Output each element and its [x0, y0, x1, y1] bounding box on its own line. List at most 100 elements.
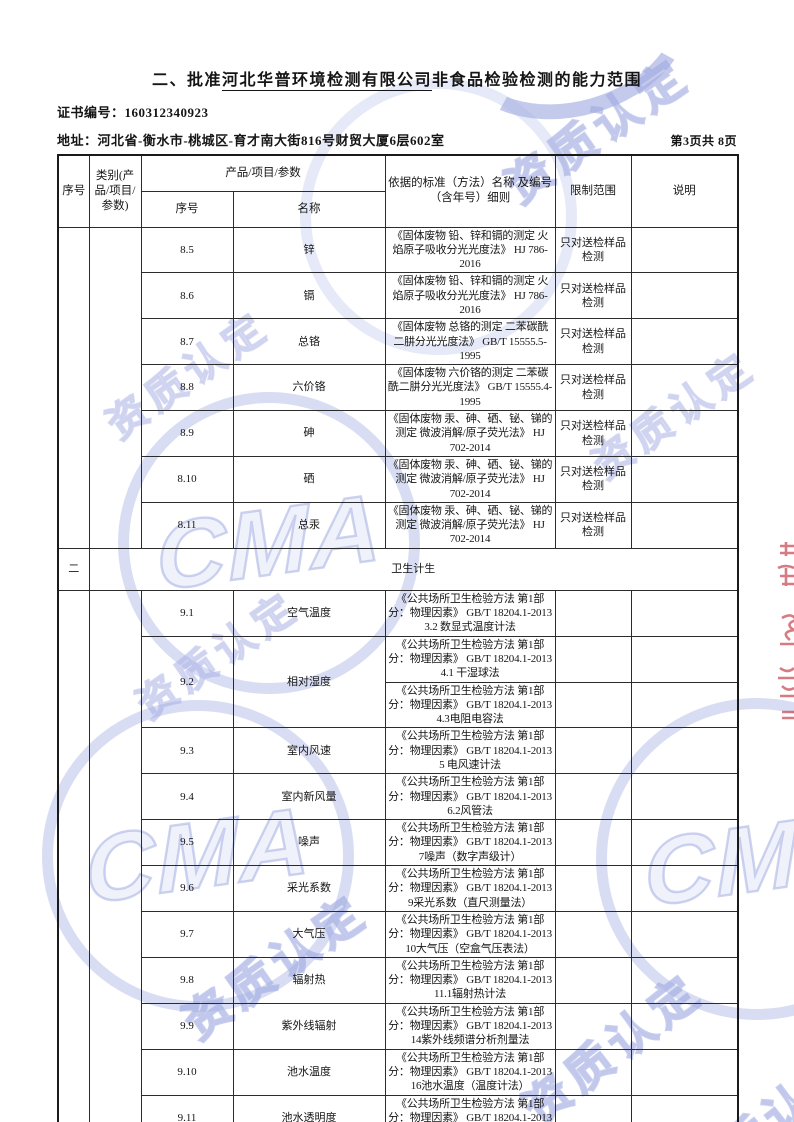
table-header-row: 序号 名称: [58, 190, 738, 228]
cell-note: [630, 226, 739, 274]
header-standard: 依据的标准（方法）名称 及编号（含年号）细则: [384, 154, 556, 228]
cell-name: 室内风速: [232, 727, 386, 775]
cell-limit: 只对送检样品检测: [554, 410, 632, 457]
cell-limit: 只对送检样品检测: [554, 364, 632, 412]
header-seq: 序号: [57, 154, 90, 228]
cell-note: [630, 681, 739, 729]
cell-seq: 8.8: [140, 364, 234, 412]
table-row: 8.5 锌 《固体废物 铅、锌和镉的测定 火焰原子吸收分光光度法》 HJ 786…: [57, 226, 739, 549]
cell-outer-seq: [57, 589, 90, 1122]
cell-name: 砷: [232, 410, 386, 457]
cell-limit: [554, 1094, 632, 1122]
cell-limit: [554, 681, 632, 729]
cell-standard: 《固体废物 总铬的测定 二苯碳酰二肼分光光度法》 GB/T 15555.5-19…: [384, 318, 556, 366]
cell-seq: 9.2: [140, 635, 234, 729]
table-row: 9.6 采光系数 《公共场所卫生检验方法 第1部分：物理因素》 GB/T 182…: [58, 865, 739, 912]
cell-limit: [554, 635, 632, 683]
cell-seq: 9.11: [140, 1094, 234, 1122]
cell-limit: [554, 910, 632, 958]
cell-seq: 8.10: [140, 455, 234, 503]
header-category: 类别(产品/项目/参数): [88, 154, 142, 228]
cell-limit: [554, 819, 632, 867]
address-line: 地址：河北省-衡水市-桃城区-育才南大街816号财贸大厦6层602室: [57, 133, 445, 148]
cell-note: [630, 773, 739, 821]
cell-note: [630, 318, 739, 366]
capability-table: 序号 类别(产品/项目/参数) 产品/项目/参数 依据的标准（方法）名称 及编号…: [57, 154, 740, 1122]
title-prefix: 二、批准: [151, 72, 222, 89]
cell-limit: 只对送检样品检测: [554, 318, 632, 366]
company-name: 河北华普环境检测有限公司: [221, 72, 432, 91]
cell-name: 六价铬: [232, 364, 386, 412]
cell-note: [630, 410, 739, 457]
section-row: 二 卫生计生: [57, 547, 739, 591]
cell-name: 相对湿度: [232, 635, 386, 729]
header-sub-name: 名称: [232, 190, 386, 228]
cell-name: 锌: [232, 226, 386, 274]
header-note: 说明: [630, 154, 739, 228]
header-limit: 限制范围: [554, 154, 632, 228]
cell-seq: 8.11: [140, 501, 234, 549]
cell-limit: 只对送检样品检测: [554, 226, 632, 274]
cell-note: [630, 956, 739, 1004]
cell-outer-seq: [57, 226, 90, 549]
table-row: 9.2 相对湿度 《公共场所卫生检验方法 第1部分：物理因素》 GB/T 182…: [58, 635, 739, 729]
cell-standard: 《固体废物 汞、砷、硒、铋、锑的测定 微波消解/原子荧光法》 HJ 702-20…: [384, 410, 556, 457]
cell-name: 空气温度: [232, 589, 386, 637]
section-seq: 二: [57, 547, 90, 591]
cell-standard: 《公共场所卫生检验方法 第1部分：物理因素》 GB/T 18204.1-2013…: [384, 819, 556, 867]
header-sub-seq: 序号: [140, 190, 234, 228]
cell-note: [630, 910, 739, 958]
title-suffix: 非食品检验检测的能力范围: [432, 72, 643, 89]
cell-standard: 《公共场所卫生检验方法 第1部分：物理因素》 GB/T 18204.1-2013…: [384, 589, 556, 637]
cell-note: [630, 589, 739, 637]
cell-name: 池水温度: [232, 1048, 386, 1096]
cell-name: 辐射热: [232, 956, 386, 1004]
cell-note: [630, 272, 739, 320]
cell-limit: [554, 589, 632, 637]
cell-name: 采光系数: [232, 865, 386, 912]
cell-note: [630, 1002, 739, 1050]
cell-standard: 《固体废物 六价铬的测定 二苯碳酰二肼分光光度法》 GB/T 15555.4-1…: [384, 364, 556, 412]
table-row: 《公共场所卫生检验方法 第1部分：物理因素》 GB/T 18204.1-2013…: [58, 681, 739, 729]
header-product: 产品/项目/参数: [140, 154, 386, 192]
cell-standard: 《公共场所卫生检验方法 第1部分：物理因素》 GB/T 18204.1-2013…: [384, 1002, 556, 1050]
page-indicator: 第3页共 8页: [670, 134, 737, 148]
cell-name: 紫外线辐射: [232, 1002, 386, 1050]
cell-seq: 9.5: [140, 819, 234, 867]
page-title: 二、批准河北华普环境检测有限公司非食品检验检测的能力范围: [0, 0, 794, 91]
cell-seq: 9.6: [140, 865, 234, 912]
cell-seq: 9.1: [140, 589, 234, 637]
cell-limit: 只对送检样品检测: [554, 501, 632, 549]
table-row: 9.1 空气温度 《公共场所卫生检验方法 第1部分：物理因素》 GB/T 182…: [57, 589, 739, 1122]
table-header-row: 序号 类别(产品/项目/参数) 产品/项目/参数 依据的标准（方法）名称 及编号…: [57, 154, 739, 228]
cell-standard: 《公共场所卫生检验方法 第1部分：物理因素》 GB/T 18204.1-2013…: [384, 727, 556, 775]
cell-standard: 《固体废物 汞、砷、硒、铋、锑的测定 微波消解/原子荧光法》 HJ 702-20…: [384, 455, 556, 503]
certificate-number: 证书编号：160312340923: [57, 105, 209, 120]
cell-name: 噪声: [232, 819, 386, 867]
cell-seq: 9.4: [140, 773, 234, 821]
table-row: 9.8 辐射热 《公共场所卫生检验方法 第1部分：物理因素》 GB/T 1820…: [58, 956, 739, 1004]
cell-standard: 《固体废物 汞、砷、硒、铋、锑的测定 微波消解/原子荧光法》 HJ 702-20…: [384, 501, 556, 549]
table-row: 8.9 砷 《固体废物 汞、砷、硒、铋、锑的测定 微波消解/原子荧光法》 HJ …: [58, 410, 739, 457]
cell-seq: 9.9: [140, 1002, 234, 1050]
cell-standard: 《固体废物 铅、锌和镉的测定 火焰原子吸收分光光度法》 HJ 786-2016: [384, 226, 556, 274]
cell-limit: 只对送检样品检测: [554, 272, 632, 320]
cell-limit: [554, 727, 632, 775]
cell-seq: 8.5: [140, 226, 234, 274]
cell-standard: 《公共场所卫生检验方法 第1部分：物理因素》 GB/T 18204.1-2013…: [384, 865, 556, 912]
cell-note: [630, 819, 739, 867]
cell-name: 大气压: [232, 910, 386, 958]
cell-limit: [554, 1002, 632, 1050]
cell-note: [630, 501, 739, 549]
table-row: 9.7 大气压 《公共场所卫生检验方法 第1部分：物理因素》 GB/T 1820…: [58, 910, 739, 958]
cell-standard: 《公共场所卫生检验方法 第1部分：物理因素》 GB/T 18204.1-2013…: [384, 681, 556, 729]
cell-name: 池水透明度: [232, 1094, 386, 1122]
cell-outer-category: [88, 226, 142, 549]
cell-note: [630, 1048, 739, 1096]
cell-standard: 《公共场所卫生检验方法 第1部分：物理因素》 GB/T 18204.1-2013…: [384, 635, 556, 683]
cell-name: 总铬: [232, 318, 386, 366]
table-row: 9.3 室内风速 《公共场所卫生检验方法 第1部分：物理因素》 GB/T 182…: [58, 727, 739, 775]
table-row: 9.5 噪声 《公共场所卫生检验方法 第1部分：物理因素》 GB/T 18204…: [58, 819, 739, 867]
cell-note: [630, 865, 739, 912]
